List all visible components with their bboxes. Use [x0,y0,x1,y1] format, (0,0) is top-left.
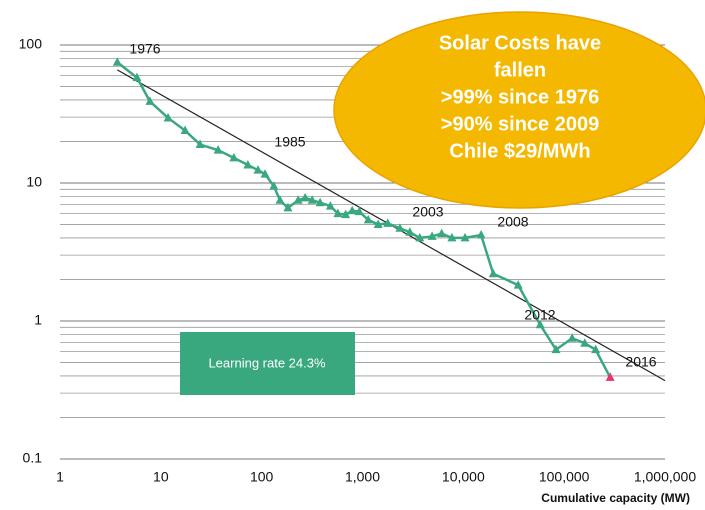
point [132,72,142,82]
point [427,231,437,240]
point [112,57,122,66]
point [415,232,425,242]
point [307,195,317,204]
callout-line: fallen [494,59,546,81]
point [180,125,190,135]
point [229,152,239,162]
x-tick-label: 1,000 [345,469,380,485]
point [363,214,373,224]
x-tick-label: 10 [153,469,169,485]
point [354,206,364,216]
point [580,338,590,347]
point [253,165,263,174]
annotation: 2003 [412,204,443,220]
callout-line: Solar Costs have [439,32,601,54]
point [605,372,615,381]
y-tick-label: 1 [34,312,42,328]
point [347,205,357,215]
point [395,223,405,232]
point [405,227,415,236]
x-tick-label: 10,000 [442,469,485,485]
x-tick-label: 100 [250,469,274,485]
y-tick-label: 100 [19,36,43,52]
point [163,112,173,122]
x-tick-label: 1,000,000 [634,469,696,485]
point [476,229,486,239]
callout-line: >99% since 1976 [441,86,599,108]
point [591,344,601,354]
callout-line: Chile $29/MWh [449,140,590,162]
annotation: 2016 [625,354,656,370]
annotation: 2012 [524,307,555,323]
point [460,232,470,242]
annotation: 2008 [497,214,528,230]
annotation: 1976 [129,41,160,57]
point [488,268,498,278]
x-tick-label: 1 [56,469,64,485]
x-tick-label: 100,000 [539,469,590,485]
learning-rate-label: Learning rate 24.3% [208,355,326,370]
point [535,319,545,329]
point [315,197,325,207]
callout-line: >90% since 2009 [441,113,599,135]
point [243,160,253,169]
point [283,202,293,212]
point [195,139,205,149]
point [551,344,561,354]
point [213,145,223,154]
point [383,218,393,227]
y-tick-label: 10 [26,174,42,190]
annotation: 1985 [274,134,305,150]
point [275,195,285,204]
point [341,209,351,219]
point [567,333,577,342]
point [513,280,523,289]
point [260,169,270,178]
y-tick-label: 0.1 [23,450,43,466]
point [269,181,279,190]
point [293,195,303,204]
callout-bubble [333,11,705,209]
x-axis-title: Cumulative capacity (MW) [541,491,690,505]
point [333,208,343,218]
point [447,232,457,242]
point [437,228,447,238]
learning-rate-box [180,332,355,395]
point [373,219,383,229]
point [300,192,310,202]
point [145,96,155,105]
point [325,201,335,210]
